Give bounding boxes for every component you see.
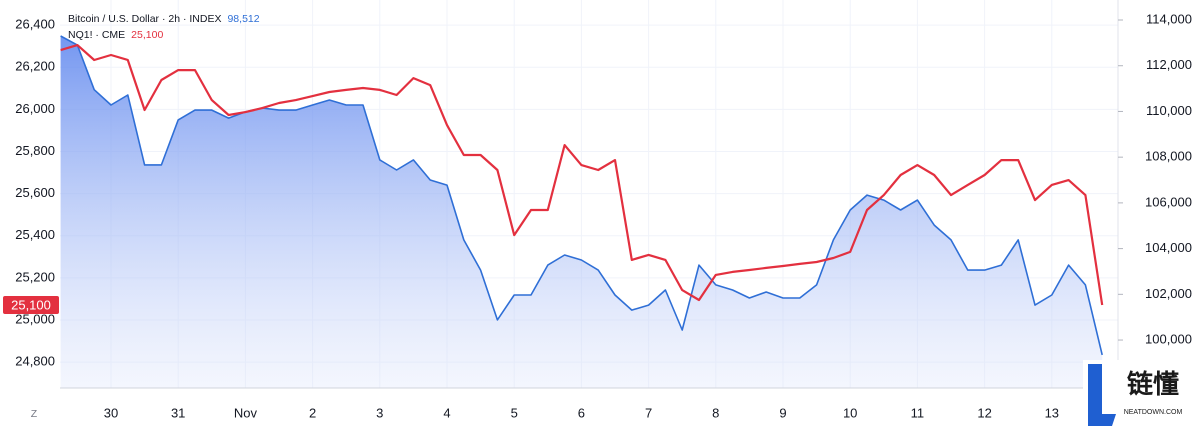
y-tick-label: 25,400 — [15, 227, 55, 242]
area — [60, 36, 1103, 388]
y2-tick-label: 102,000 — [1145, 286, 1192, 301]
price-badge-label: 25,100 — [11, 297, 51, 312]
x-tick-label: 31 — [171, 405, 185, 420]
x-tick-label: 30 — [104, 405, 118, 420]
y-tick-label: 26,200 — [15, 59, 55, 74]
price-badge — [3, 296, 59, 315]
x-tick-label: Nov — [234, 405, 258, 420]
y-tick-label: 25,200 — [15, 269, 55, 284]
series-line — [60, 44, 1104, 306]
x-tick-label: 12 — [977, 405, 991, 420]
legend: Bitcoin / U.S. Dollar · 2h · INDEX 98,51… — [68, 13, 260, 41]
y-tick-label: 26,000 — [15, 101, 55, 116]
y-tick-label: 26,400 — [15, 17, 55, 32]
watermark-sub: NEATDOWN.COM — [1124, 409, 1183, 416]
y-tick-label: 25,800 — [15, 143, 55, 158]
legend-value: 25,100 — [131, 29, 163, 41]
y-tick-label: 25,600 — [15, 185, 55, 200]
watermark-logo — [1088, 364, 1116, 426]
y2-tick-label: 114,000 — [1146, 11, 1192, 26]
x-tick-label: 4 — [443, 405, 450, 420]
x-tick-label: 2 — [309, 405, 316, 420]
legend-label: Bitcoin / U.S. Dollar · 2h · INDEX — [68, 13, 221, 25]
legend-value: 98,512 — [227, 13, 259, 25]
y-tick-label: 25,000 — [15, 311, 55, 326]
y2-tick-label: 104,000 — [1145, 240, 1192, 255]
series-line — [60, 35, 1103, 356]
x-tick-label: 7 — [645, 405, 652, 420]
watermark: 链懂 NEATDOWN.COM — [1083, 360, 1200, 431]
y2-tick-label: 108,000 — [1145, 149, 1192, 164]
x-tick-label: 9 — [779, 405, 786, 420]
y2-tick-label: 100,000 — [1145, 331, 1192, 346]
x-tick-label: 10 — [843, 405, 857, 420]
watermark-text: 链懂 — [1127, 369, 1179, 399]
x-tick-label: 3 — [376, 405, 383, 420]
x-tick-label: 13 — [1045, 405, 1059, 420]
x-tick-label: 8 — [712, 405, 719, 420]
x-tick-label: 6 — [578, 405, 585, 420]
y-tick-label: 24,800 — [15, 354, 55, 369]
x-tick-label: 5 — [511, 405, 518, 420]
x-tick-label: 11 — [911, 405, 925, 420]
y2-tick-label: 112,000 — [1146, 57, 1192, 72]
legend-label: NQ1! · CME — [68, 29, 125, 41]
y2-tick-label: 110,000 — [1146, 103, 1192, 118]
corner-label: Z — [31, 408, 38, 420]
y2-tick-label: 106,000 — [1145, 194, 1192, 209]
